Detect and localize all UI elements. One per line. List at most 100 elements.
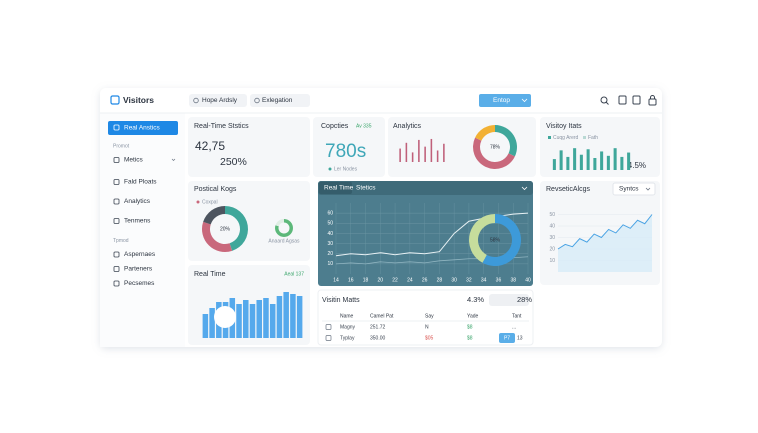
button-chevron: [521, 98, 528, 103]
row-button-text: P7: [504, 335, 510, 341]
nav-item[interactable]: Analytics: [124, 198, 151, 205]
donut-segment: [473, 137, 515, 169]
search-text: Hope Ardsly: [202, 97, 238, 104]
donut-label: 78%: [490, 144, 501, 150]
bar: [424, 146, 426, 162]
bar: [573, 148, 577, 170]
bar: [443, 143, 445, 162]
y-tick-label: 50: [327, 221, 333, 227]
nav-icon: [113, 218, 120, 224]
x-tick-label: 14: [333, 277, 339, 283]
mini-donut-label: Anaard Agsas: [268, 238, 300, 244]
nav-item[interactable]: Aspernaes: [124, 251, 156, 258]
button-text: Entop: [493, 97, 510, 104]
y-tick-label: 10: [327, 261, 333, 267]
row-button[interactable]: [499, 333, 515, 343]
donut-segment: [202, 221, 233, 253]
card-title: Visitin Matts: [322, 297, 360, 304]
donut-segment: [275, 219, 284, 227]
x-tick-label: 16: [348, 277, 354, 283]
metric-value: 780s: [325, 141, 366, 162]
metric-change: 250%: [220, 156, 247, 168]
filter-icon: [254, 97, 260, 104]
donut-segment: [495, 125, 517, 157]
filter-text: Exlegation: [262, 97, 293, 104]
card-title: Copcties: [321, 123, 349, 130]
panel-chevron[interactable]: [521, 186, 528, 191]
bar: [552, 159, 556, 170]
bar: [566, 156, 570, 170]
bar: [399, 148, 401, 162]
table-cell: $8: [467, 324, 473, 330]
sidebar: [100, 113, 185, 347]
tab[interactable]: Real Time: [324, 185, 354, 192]
logo-icon: [110, 95, 120, 105]
bar: [627, 152, 631, 170]
share-action[interactable]: [618, 95, 627, 105]
tab[interactable]: Stetics: [356, 185, 376, 192]
nav-chevron: [171, 158, 176, 161]
nav-item[interactable]: Parteners: [124, 266, 153, 273]
x-tick-label: 30: [451, 277, 457, 283]
primary-button[interactable]: [479, 94, 531, 107]
table-cell: 251.72: [370, 324, 386, 330]
y-tick-label: 10: [549, 258, 555, 264]
row-icon: [325, 324, 332, 330]
donut-label: 20%: [220, 226, 231, 232]
active-nav[interactable]: [108, 121, 178, 135]
search-action[interactable]: [600, 96, 608, 104]
lock-action[interactable]: [648, 98, 657, 106]
donut-segment: [203, 206, 225, 225]
nav-item[interactable]: Tenmens: [124, 218, 151, 225]
nav-icon: [113, 157, 120, 163]
x-tick-label: 40: [525, 277, 531, 283]
table-cell: 13: [517, 335, 523, 341]
card: [188, 181, 310, 261]
donut-segment: [275, 218, 294, 237]
nav-section: Promot: [113, 143, 130, 149]
search-box[interactable]: [189, 94, 247, 107]
bar: [236, 304, 242, 338]
table-cell: 350.00: [370, 335, 386, 341]
legend-swatch: [548, 136, 551, 139]
nav-item[interactable]: Pecsemes: [124, 280, 155, 287]
donut-label: 58%: [490, 237, 501, 243]
column-header: Yade: [467, 313, 479, 319]
search-icon: [193, 97, 199, 104]
x-tick-label: 28: [437, 277, 443, 283]
table-cell: ...: [512, 324, 516, 330]
bar: [430, 138, 433, 162]
bar: [579, 154, 583, 170]
legend-dot: [196, 200, 200, 204]
bar: [411, 152, 414, 162]
table: Name Camel Pat Say Yade Tant Magny 251.72 N $8..…: [322, 313, 529, 343]
nav-icon: [113, 251, 120, 258]
search-action-handle: [605, 101, 609, 105]
dropdown-chevron: [645, 187, 651, 191]
active-tab[interactable]: [319, 182, 352, 194]
nav-list: Promot Metics Fald Ploats Analytics Tenmens T…: [113, 143, 176, 287]
column-header: Camel Pat: [370, 313, 394, 319]
pill: [489, 294, 529, 306]
bar: [283, 292, 289, 338]
copy-action[interactable]: [632, 95, 641, 105]
donut-segment: [469, 214, 495, 263]
x-tick-label: 20: [378, 277, 384, 283]
dropdown[interactable]: [612, 182, 656, 196]
filter-select[interactable]: [250, 94, 310, 107]
donut-segment: [225, 206, 248, 251]
nav-icon: [113, 124, 120, 131]
x-tick-label: 38: [510, 277, 516, 283]
nav-section: Tpmod: [113, 238, 129, 244]
x-tick-label: 36: [496, 277, 502, 283]
bar: [436, 150, 439, 162]
nav-item[interactable]: Metics: [124, 157, 144, 164]
column-header: Say: [425, 313, 434, 319]
bar: [559, 150, 563, 170]
y-tick-label: 20: [549, 246, 555, 252]
y-tick-label: 50: [549, 212, 555, 218]
nav-item[interactable]: Fald Ploats: [124, 179, 157, 186]
metric-value: 42,75: [195, 139, 225, 153]
bar: [276, 296, 283, 338]
bar: [600, 151, 604, 170]
